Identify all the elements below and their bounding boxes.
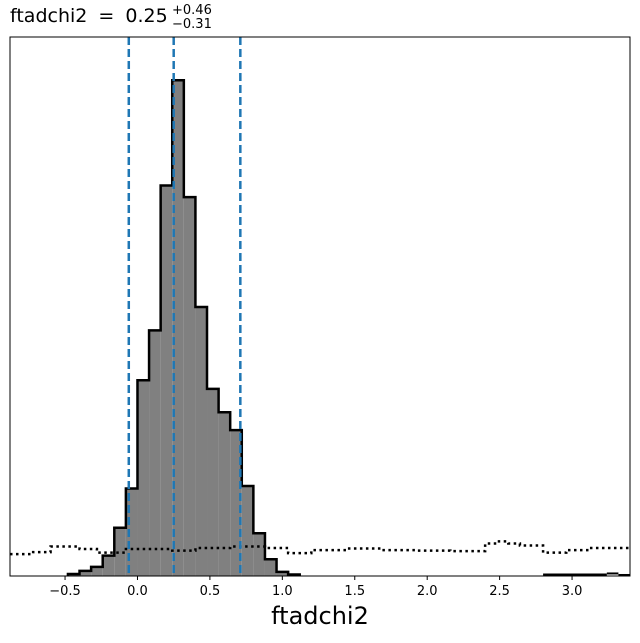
histogram-bar	[79, 570, 92, 576]
histogram-bar	[91, 566, 103, 576]
histogram-bar	[102, 555, 115, 576]
histogram-bar	[230, 430, 242, 576]
title-upper-error: +0.46	[172, 3, 212, 18]
histogram-bar	[264, 559, 277, 576]
x-tick-label: 2.0	[417, 584, 438, 599]
histogram-bar	[137, 380, 150, 576]
histogram-bar	[172, 80, 184, 576]
histogram-bar	[160, 185, 173, 576]
x-tick-label: 0.5	[200, 584, 221, 599]
title-median: 0.25	[125, 5, 167, 27]
plot-area	[10, 37, 630, 576]
x-tick-label: −0.5	[49, 584, 81, 599]
axes-frame	[9, 36, 631, 577]
x-tick-label: 2.5	[489, 584, 510, 599]
x-tick-label: 0.0	[127, 584, 148, 599]
title-equals: =	[98, 5, 114, 27]
histogram-bar	[114, 527, 126, 576]
title-lower-error: −0.31	[172, 17, 212, 32]
histogram-bar	[276, 571, 289, 576]
posterior-outline	[66, 78, 301, 576]
prior-line	[10, 540, 630, 556]
histogram-bar	[241, 485, 254, 576]
x-axis-ticks: −0.5 0.0 0.5 1.0 1.5 2.0 2.5 3.0	[49, 576, 582, 599]
chart-title: ftadchi2 = 0.25	[10, 5, 168, 27]
x-axis-label: ftadchi2	[271, 602, 369, 630]
histogram-bar	[207, 388, 219, 576]
histogram-bar	[183, 197, 196, 576]
histogram-bar	[218, 412, 231, 576]
title-label: ftadchi2	[10, 5, 87, 27]
histogram-bar	[195, 307, 208, 576]
histogram-bar	[149, 330, 161, 576]
x-tick-label: 1.0	[272, 584, 293, 599]
histogram-bar	[253, 533, 265, 576]
histogram-bar	[125, 488, 138, 576]
x-tick-label: 1.5	[344, 584, 365, 599]
x-tick-label: 3.0	[562, 584, 583, 599]
